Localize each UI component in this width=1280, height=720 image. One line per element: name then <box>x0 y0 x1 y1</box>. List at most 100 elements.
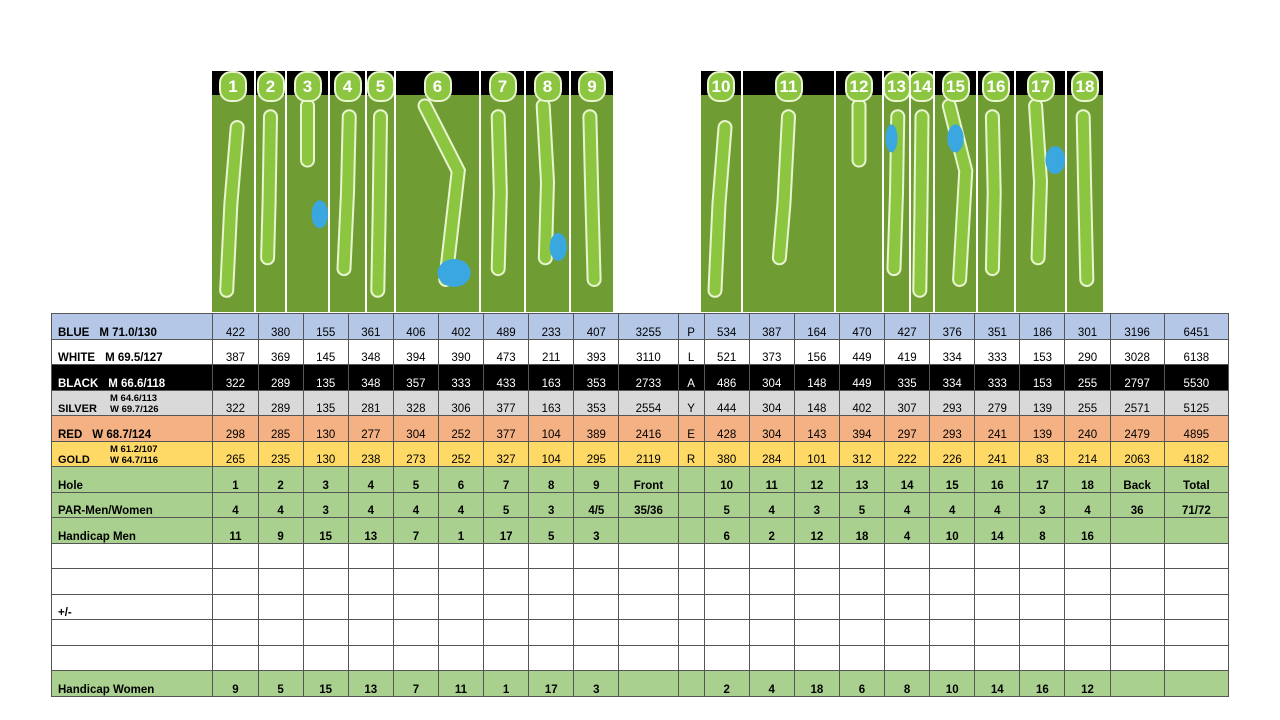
score-entry-cell[interactable] <box>1019 542 1066 569</box>
score-entry-cell[interactable] <box>618 644 679 671</box>
score-entry-cell[interactable] <box>392 542 439 569</box>
score-entry-cell[interactable] <box>1109 644 1165 671</box>
score-entry-cell[interactable] <box>793 644 840 671</box>
score-entry-cell[interactable] <box>1064 542 1111 569</box>
score-entry-cell[interactable] <box>347 644 394 671</box>
score-entry-cell[interactable] <box>1064 593 1111 620</box>
score-entry-cell[interactable] <box>1109 568 1165 595</box>
score-entry-cell[interactable] <box>528 619 575 646</box>
score-entry-cell[interactable] <box>212 542 259 569</box>
score-entry-cell[interactable] <box>437 542 485 569</box>
score-entry-cell[interactable] <box>1019 619 1066 646</box>
score-entry-cell[interactable] <box>302 593 349 620</box>
score-entry-cell[interactable] <box>392 568 439 595</box>
score-entry-cell[interactable] <box>347 542 394 569</box>
score-entry-cell[interactable] <box>1163 593 1230 620</box>
score-entry-cell[interactable] <box>573 568 620 595</box>
score-entry-cell[interactable] <box>528 568 575 595</box>
score-entry-cell[interactable] <box>929 593 976 620</box>
score-entry-cell[interactable] <box>1064 619 1111 646</box>
score-entry-cell[interactable] <box>1064 644 1111 671</box>
score-entry-cell[interactable] <box>677 644 705 671</box>
score-entry-cell[interactable] <box>793 593 840 620</box>
score-entry-cell[interactable] <box>483 542 530 569</box>
score-entry-cell[interactable] <box>573 593 620 620</box>
score-entry-cell[interactable] <box>793 542 840 569</box>
score-entry-cell[interactable] <box>483 568 530 595</box>
score-entry-cell[interactable] <box>838 644 886 671</box>
score-entry-cell[interactable] <box>257 593 304 620</box>
score-entry-cell[interactable] <box>703 542 750 569</box>
score-entry-cell[interactable] <box>703 593 750 620</box>
score-entry-cell[interactable] <box>677 542 705 569</box>
score-entry-cell[interactable] <box>618 568 679 595</box>
score-entry-cell[interactable] <box>618 619 679 646</box>
score-entry-cell[interactable] <box>618 542 679 569</box>
score-entry-cell[interactable] <box>974 644 1021 671</box>
score-entry-cell[interactable] <box>302 542 349 569</box>
score-entry-cell[interactable] <box>1019 593 1066 620</box>
score-entry-cell[interactable] <box>1163 568 1230 595</box>
score-entry-cell[interactable] <box>257 644 304 671</box>
score-entry-cell[interactable] <box>618 593 679 620</box>
score-entry-cell[interactable] <box>528 593 575 620</box>
score-entry-cell[interactable] <box>703 619 750 646</box>
score-entry-cell[interactable] <box>748 644 795 671</box>
score-entry-cell[interactable] <box>703 568 750 595</box>
score-entry-cell[interactable] <box>1109 542 1165 569</box>
score-entry-cell[interactable] <box>212 644 259 671</box>
score-entry-cell[interactable] <box>257 542 304 569</box>
score-entry-cell[interactable] <box>392 593 439 620</box>
score-entry-cell[interactable] <box>793 568 840 595</box>
score-entry-cell[interactable] <box>974 619 1021 646</box>
score-entry-cell[interactable] <box>748 593 795 620</box>
score-entry-cell[interactable] <box>677 593 705 620</box>
score-entry-cell[interactable] <box>1019 568 1066 595</box>
score-entry-cell[interactable] <box>838 542 886 569</box>
score-entry-cell[interactable] <box>929 568 976 595</box>
score-entry-cell[interactable] <box>212 619 259 646</box>
score-entry-cell[interactable] <box>573 542 620 569</box>
score-entry-cell[interactable] <box>838 593 886 620</box>
score-entry-cell[interactable] <box>573 619 620 646</box>
score-entry-cell[interactable] <box>528 644 575 671</box>
score-entry-cell[interactable] <box>392 644 439 671</box>
score-entry-cell[interactable] <box>1163 644 1230 671</box>
score-entry-cell[interactable] <box>677 619 705 646</box>
score-entry-cell[interactable] <box>1109 619 1165 646</box>
score-entry-cell[interactable] <box>392 619 439 646</box>
score-entry-cell[interactable] <box>1163 619 1230 646</box>
score-entry-cell[interactable] <box>483 619 530 646</box>
score-entry-cell[interactable] <box>884 619 931 646</box>
score-entry-cell[interactable] <box>884 593 931 620</box>
score-entry-cell[interactable] <box>748 619 795 646</box>
score-entry-cell[interactable] <box>884 542 931 569</box>
score-entry-cell[interactable] <box>929 644 976 671</box>
score-entry-cell[interactable] <box>573 644 620 671</box>
score-entry-cell[interactable] <box>302 644 349 671</box>
score-entry-cell[interactable] <box>1163 542 1230 569</box>
score-entry-cell[interactable] <box>437 593 485 620</box>
score-entry-cell[interactable] <box>437 568 485 595</box>
score-entry-cell[interactable] <box>793 619 840 646</box>
score-entry-cell[interactable] <box>212 568 259 595</box>
score-entry-cell[interactable] <box>347 593 394 620</box>
score-entry-cell[interactable] <box>347 568 394 595</box>
score-entry-cell[interactable] <box>437 619 485 646</box>
score-entry-cell[interactable] <box>884 568 931 595</box>
score-entry-cell[interactable] <box>974 568 1021 595</box>
score-entry-cell[interactable] <box>838 619 886 646</box>
score-entry-cell[interactable] <box>929 619 976 646</box>
score-entry-cell[interactable] <box>528 542 575 569</box>
score-entry-cell[interactable] <box>1019 644 1066 671</box>
score-entry-cell[interactable] <box>1064 568 1111 595</box>
score-entry-cell[interactable] <box>347 619 394 646</box>
score-entry-cell[interactable] <box>257 568 304 595</box>
score-entry-cell[interactable] <box>302 568 349 595</box>
score-entry-cell[interactable] <box>437 644 485 671</box>
score-entry-cell[interactable] <box>929 542 976 569</box>
score-entry-cell[interactable] <box>257 619 304 646</box>
score-entry-cell[interactable] <box>748 542 795 569</box>
score-entry-cell[interactable] <box>974 542 1021 569</box>
score-entry-cell[interactable] <box>677 568 705 595</box>
